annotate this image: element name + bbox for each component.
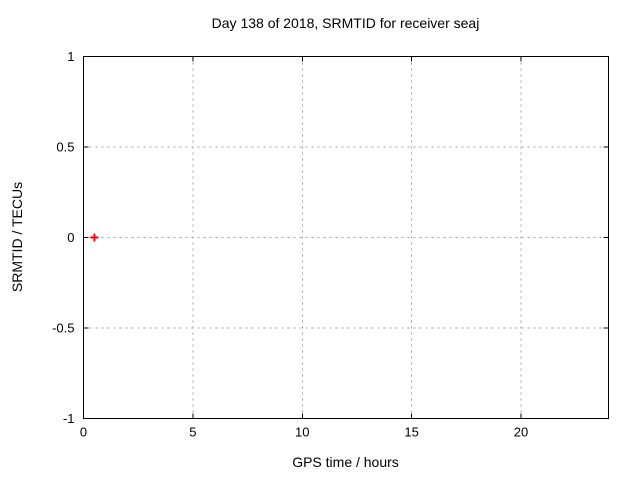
x-tick-label: 10 (295, 425, 309, 440)
x-tick-label: 15 (404, 425, 418, 440)
x-tick-label: 5 (189, 425, 196, 440)
y-tick-label: 0 (67, 230, 74, 245)
x-tick-label: 20 (514, 425, 528, 440)
y-tick-label: -0.5 (52, 321, 74, 336)
chart-title: Day 138 of 2018, SRMTID for receiver sea… (211, 15, 480, 31)
data-point-marker (90, 233, 99, 242)
y-tick-label: -1 (63, 411, 75, 426)
x-axis-label: GPS time / hours (292, 454, 399, 470)
y-tick-label: 0.5 (56, 140, 74, 155)
x-tick-label: 0 (80, 425, 87, 440)
y-tick-label: 1 (67, 49, 74, 64)
